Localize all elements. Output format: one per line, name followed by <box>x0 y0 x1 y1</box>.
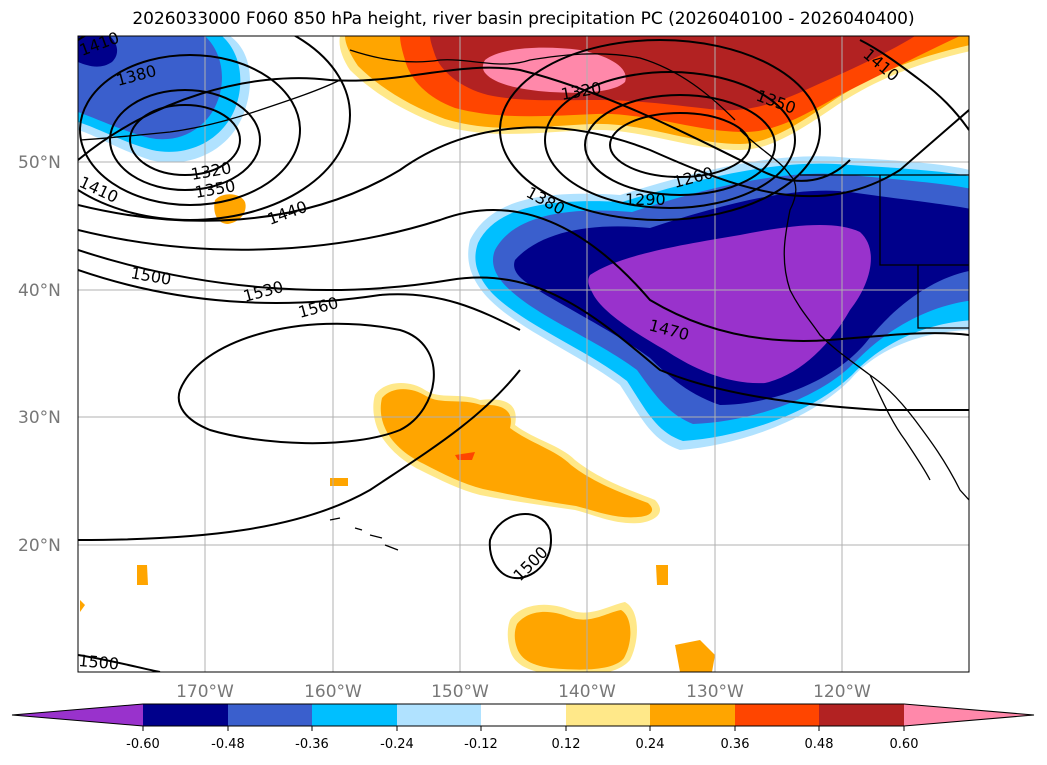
contour-label: 1530 <box>241 277 285 306</box>
colorbar-ticks <box>142 726 905 731</box>
colorbar-tick-label: 0.60 <box>890 737 919 752</box>
colorbar-tick-label: -0.48 <box>211 737 245 752</box>
colorbar-segment <box>397 704 481 726</box>
colorbar-segment <box>12 704 143 726</box>
colorbar-tick-label: 0.12 <box>552 737 581 752</box>
contour-1500-south <box>78 369 521 541</box>
lon-label-120w: 120°W <box>813 682 871 702</box>
colorbar-tick-label: -0.12 <box>464 737 498 752</box>
colorbar-segment <box>735 704 819 726</box>
lon-label-170w: 170°W <box>176 682 234 702</box>
pos-024-region-subtropical <box>380 389 653 518</box>
contour-label: 1560 <box>296 293 340 322</box>
colorbar-tick-label: 0.48 <box>805 737 834 752</box>
colorbar-tick-label: 0.24 <box>636 737 665 752</box>
neg-036-region-nw <box>78 36 222 140</box>
contour-1350-west <box>109 89 261 191</box>
height-contours <box>78 36 969 672</box>
lon-label-150w: 150°W <box>431 682 489 702</box>
lon-label-group: 170°W 160°W 150°W 140°W 130°W 120°W <box>176 682 871 702</box>
colorbar-segment <box>904 704 1034 726</box>
neg-048-region-nw <box>78 36 118 67</box>
contour-label: 1500 <box>509 543 551 585</box>
contour-1440 <box>78 109 969 222</box>
coastlines <box>79 49 969 551</box>
hawaii-islands <box>329 517 399 551</box>
map-frame <box>77 35 970 673</box>
contour-1470 <box>78 208 969 342</box>
contour-1290-east <box>584 94 776 196</box>
low-center-1260-east <box>609 112 751 178</box>
lon-label-160w: 160°W <box>304 682 362 702</box>
contour-1380-west <box>79 54 301 206</box>
contour-label: 1500 <box>78 651 120 673</box>
lat-label-40n: 40°N <box>18 281 61 301</box>
baja-coast <box>869 374 931 481</box>
lat-label-30n: 30°N <box>18 408 61 428</box>
pos-024-region-southwest <box>80 600 85 612</box>
contour-1500-subtropical-low <box>488 513 552 580</box>
colorbar-tick-label: -0.24 <box>380 737 414 752</box>
lon-label-140w: 140°W <box>558 682 616 702</box>
neg-060-region <box>588 224 871 384</box>
pos-024-region-south2 <box>675 640 715 672</box>
colorbar-segment <box>143 704 228 726</box>
contour-1500-southwest <box>78 654 161 672</box>
state-border-1 <box>879 175 969 266</box>
alaska-coast <box>349 49 736 121</box>
lat-label-20n: 20°N <box>18 536 61 556</box>
colorbar-segment <box>566 704 650 726</box>
map-area <box>78 36 969 672</box>
contour-label: 1290 <box>625 190 666 209</box>
colorbar-tick-label: 0.36 <box>721 737 750 752</box>
colorbar-tick-label: -0.60 <box>126 737 160 752</box>
colorbar-segment <box>650 704 735 726</box>
contour-label: 1500 <box>129 263 172 289</box>
colorbar: -0.60 -0.48 -0.36 -0.24 -0.12 0.12 0.24 … <box>11 703 1035 752</box>
contour-1560 <box>177 322 435 445</box>
contour-1380 <box>78 66 851 182</box>
pos-024-region-small3 <box>656 565 668 585</box>
pos-024-region-small4 <box>330 478 348 486</box>
contour-1320-east <box>544 71 796 209</box>
lat-label-group: 50°N 40°N 30°N 20°N <box>18 153 61 556</box>
contour-1530 <box>78 269 521 331</box>
state-border-2 <box>917 265 969 329</box>
contour-1500 <box>78 249 969 411</box>
colorbar-segment <box>312 704 397 726</box>
colorbar-segment <box>481 704 566 726</box>
pos-024-region-south <box>514 610 631 670</box>
map-title: 2026033000 F060 850 hPa height, river ba… <box>132 9 915 29</box>
lat-label-50n: 50°N <box>18 153 61 173</box>
pos-024-region-small2 <box>137 565 148 585</box>
colorbar-segment <box>228 704 312 726</box>
contour-1410-northeast <box>859 39 969 131</box>
colorbar-tick-label: -0.36 <box>295 737 329 752</box>
pos-060-region-north <box>482 47 626 93</box>
low-center-1320-west <box>129 104 241 176</box>
colorbar-segment <box>819 704 904 726</box>
contour-label: 1440 <box>265 197 310 229</box>
lon-label-130w: 130°W <box>686 682 744 702</box>
aleutian-islands <box>79 79 341 141</box>
